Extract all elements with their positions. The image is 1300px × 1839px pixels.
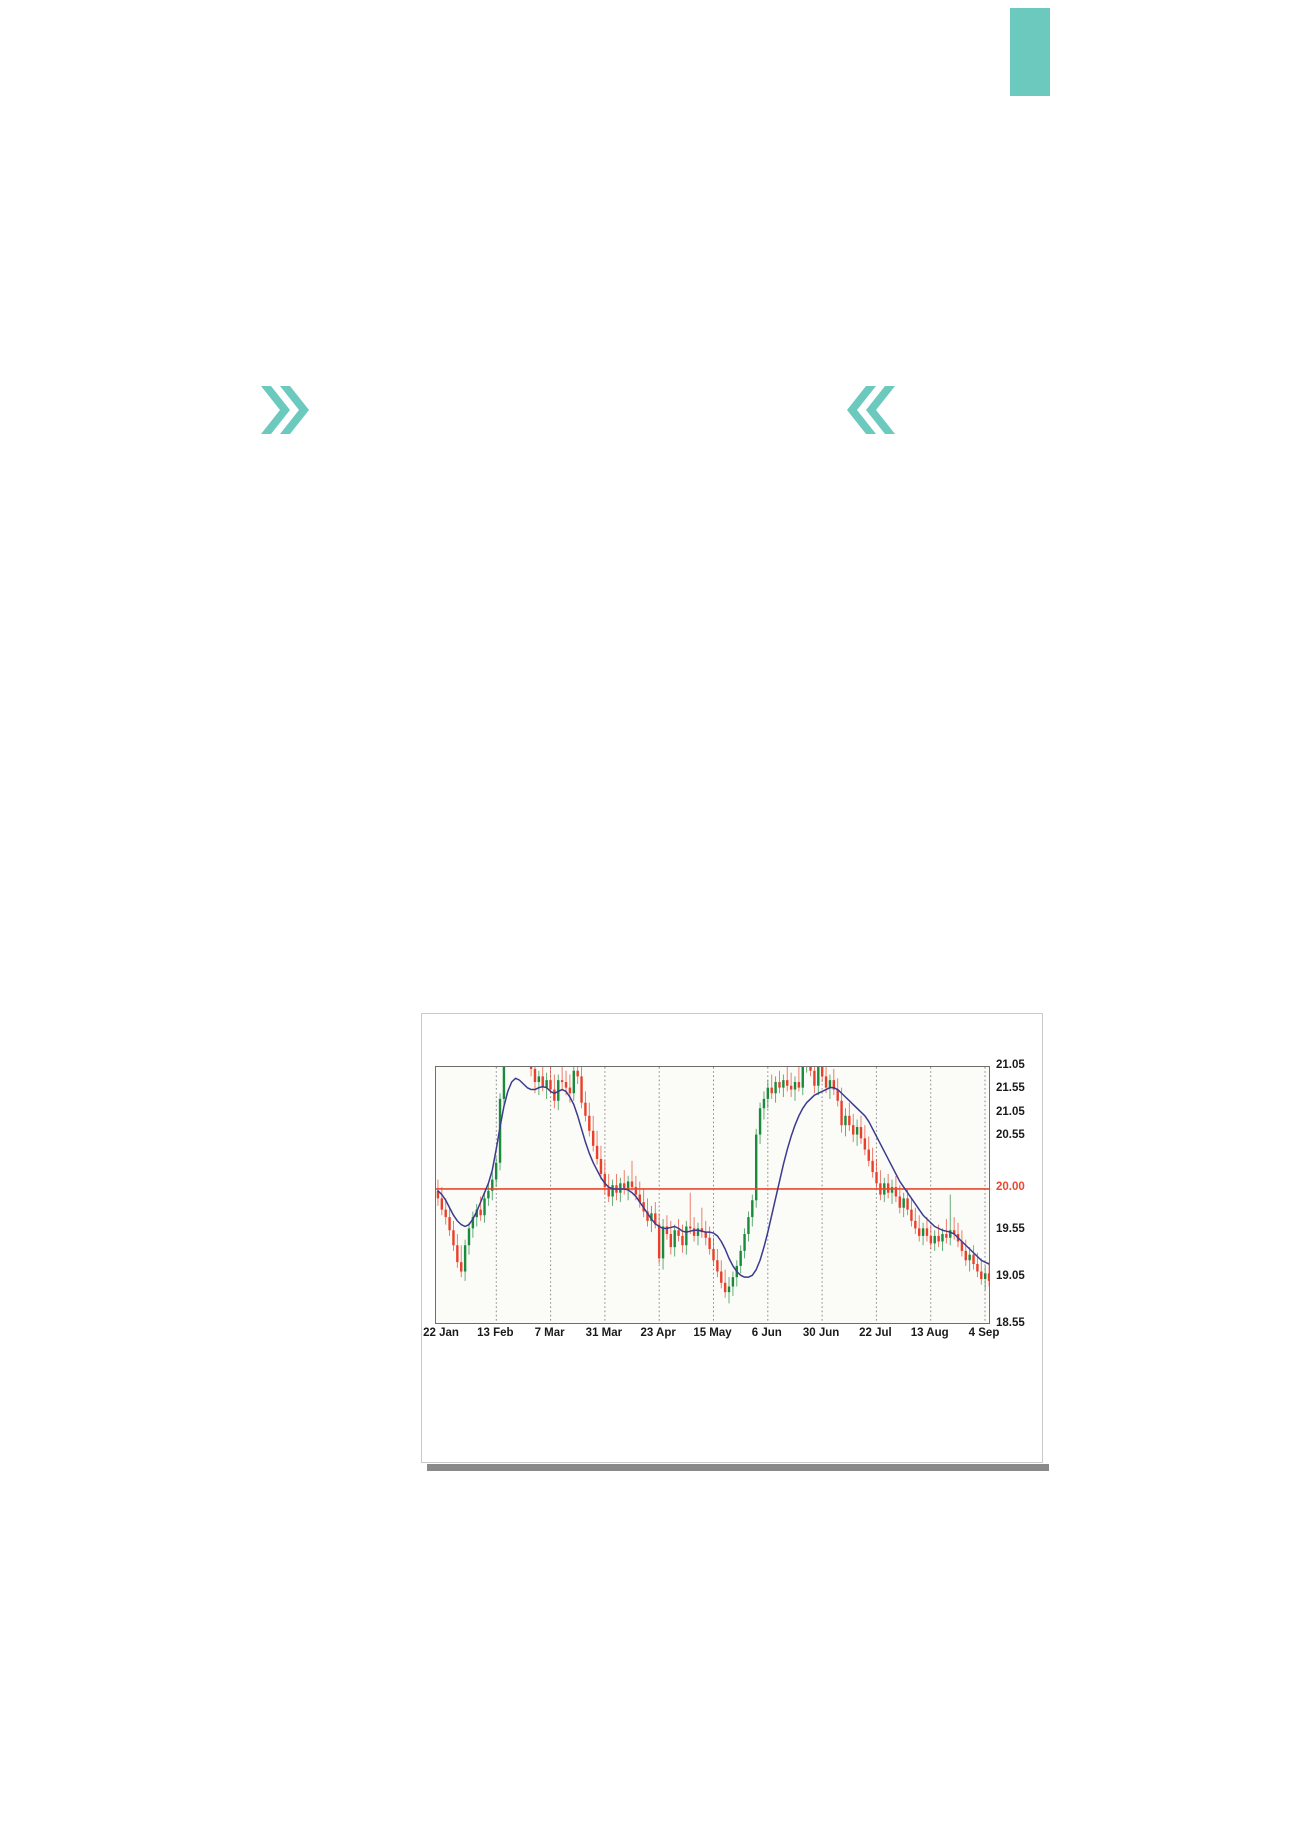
x-axis-tick: 13 Feb xyxy=(477,1327,514,1339)
y-axis-tick: 21.55 xyxy=(996,1082,1025,1095)
chart-plot-wrapper xyxy=(435,1066,990,1324)
x-axis-tick: 31 Mar xyxy=(585,1327,623,1339)
teal-accent-block xyxy=(1010,8,1050,96)
x-axis-tick: 7 Mar xyxy=(534,1327,565,1339)
candlestick-svg xyxy=(436,1067,989,1323)
y-axis-tick: 20.55 xyxy=(996,1129,1025,1142)
double-chevron-right-icon xyxy=(258,382,310,438)
y-axis-tick: 19.05 xyxy=(996,1270,1025,1283)
double-chevron-left-icon xyxy=(846,382,898,438)
x-axis-tick: 30 Jun xyxy=(802,1327,840,1339)
x-axis-tick: 22 Jan xyxy=(423,1327,459,1339)
x-axis-tick: 15 May xyxy=(693,1327,732,1339)
x-axis-tick: 13 Aug xyxy=(910,1327,949,1339)
chart-plot-area[interactable] xyxy=(435,1066,990,1324)
x-axis-tick: 6 Jun xyxy=(751,1327,782,1339)
x-axis-tick: 4 Sep xyxy=(968,1327,1000,1339)
y-axis-tick: 20.00 xyxy=(996,1180,1025,1193)
y-axis-tick: 21.05 xyxy=(996,1105,1025,1118)
y-axis-labels: 21.05 21.55 21.05 20.55 20.00 19.55 19.05 18.55 xyxy=(996,1058,1056,1332)
x-axis-labels: 22 Jan 13 Feb 7 Mar 31 Mar 23 Apr 15 May 6 Jun… xyxy=(423,1327,1010,1348)
x-axis-tick: 23 Apr xyxy=(640,1327,676,1339)
price-chart-card: 21.05 21.55 21.05 20.55 20.00 19.55 19.05 18.55… xyxy=(421,1013,1043,1463)
y-axis-tick: 18.55 xyxy=(996,1317,1025,1329)
x-axis-tick: 22 Jul xyxy=(859,1327,892,1339)
y-axis-tick: 19.55 xyxy=(996,1223,1025,1236)
chart-card-shadow xyxy=(427,1464,1049,1471)
y-axis-tick: 21.05 xyxy=(996,1059,1025,1071)
